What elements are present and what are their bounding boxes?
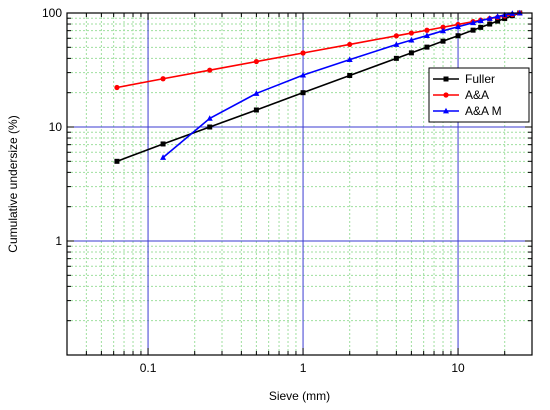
legend: Fuller A&A A&A M	[428, 67, 530, 123]
plot-frame	[66, 12, 533, 356]
legend-label-fuller: Fuller	[465, 72, 495, 86]
data-point-fuller	[160, 141, 166, 147]
legend-marker-fuller	[443, 76, 449, 82]
x-tick-label: 1	[300, 361, 307, 375]
data-point-a-a	[393, 33, 399, 39]
data-point-fuller	[393, 55, 399, 61]
data-point-fuller	[347, 72, 353, 78]
data-point-a-a-m	[477, 17, 484, 24]
data-point-a-a	[300, 50, 306, 56]
data-point-a-a-m	[470, 19, 477, 26]
data-point-a-a-m	[206, 115, 213, 121]
y-tick-label: 100	[42, 6, 62, 20]
legend-label-a-a: A&A	[465, 88, 489, 102]
data-point-fuller	[253, 107, 259, 113]
data-point-a-a-m	[486, 15, 493, 21]
data-point-fuller	[300, 90, 306, 96]
data-point-a-a-m	[494, 13, 501, 19]
data-point-a-a-m	[440, 27, 447, 34]
data-point-a-a	[114, 84, 120, 91]
legend-label-a-a-m: A&A M	[465, 104, 502, 118]
data-point-a-a-m	[300, 71, 307, 78]
data-point-fuller	[424, 44, 430, 50]
legend-marker-a-a	[443, 92, 449, 98]
data-point-a-a	[440, 24, 446, 30]
data-point-fuller	[470, 27, 476, 33]
series-layer	[114, 9, 523, 164]
data-point-fuller	[440, 38, 446, 44]
x-tick-label: 0.1	[140, 361, 157, 375]
x-tick-label: 10	[451, 361, 465, 375]
data-point-a-a	[424, 27, 430, 33]
data-point-a-a	[253, 58, 259, 65]
data-point-a-a	[408, 30, 414, 36]
data-point-fuller	[207, 124, 213, 130]
data-point-a-a-m	[423, 32, 430, 38]
data-point-fuller	[114, 158, 120, 164]
data-point-fuller	[478, 24, 484, 30]
data-point-a-a-m	[346, 56, 353, 63]
data-point-fuller	[455, 33, 461, 39]
y-axis-title: Cumulative undersize (%)	[6, 115, 20, 252]
data-point-a-a	[347, 41, 353, 48]
data-point-a-a-m	[253, 90, 260, 96]
x-axis-title: Sieve (mm)	[269, 389, 330, 403]
y-tick-label: 1	[55, 234, 62, 248]
y-tick-label: 10	[49, 120, 63, 134]
data-point-a-a	[160, 76, 166, 82]
data-point-a-a-m	[393, 41, 400, 47]
legend-marker-a-a-m	[443, 107, 449, 114]
grid-layer	[66, 13, 533, 355]
data-point-fuller	[487, 21, 493, 27]
data-point-a-a-m	[160, 154, 167, 160]
data-point-a-a-m	[455, 23, 462, 30]
tick-layer: 0.1 1 10 1 10 100	[42, 6, 533, 375]
data-point-a-a	[207, 67, 213, 73]
data-point-fuller	[495, 18, 501, 24]
data-point-a-a-m	[408, 36, 415, 43]
data-point-fuller	[408, 50, 414, 56]
